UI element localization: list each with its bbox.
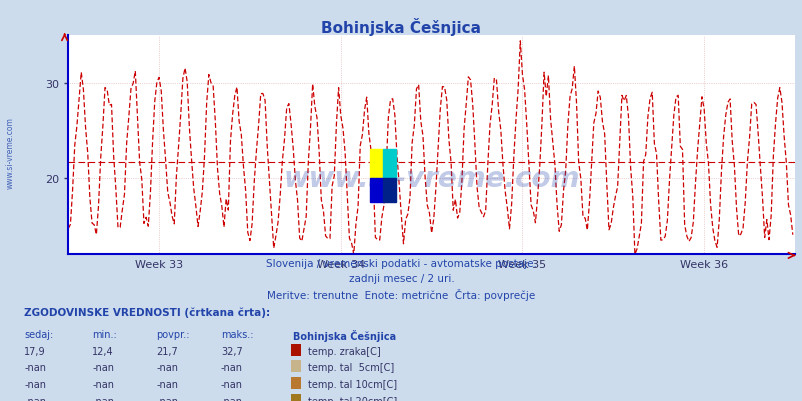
Bar (370, 150, 383, 178)
Text: -nan: -nan (24, 379, 46, 389)
Bar (383, 178, 395, 203)
Text: -nan: -nan (24, 396, 46, 401)
Bar (370, 178, 383, 203)
Text: 32,7: 32,7 (221, 346, 242, 356)
Bar (383, 150, 395, 178)
Text: -nan: -nan (221, 363, 242, 373)
Text: povpr.:: povpr.: (156, 329, 190, 339)
Text: temp. zraka[C]: temp. zraka[C] (307, 346, 380, 356)
Text: -nan: -nan (92, 396, 114, 401)
Text: 21,7: 21,7 (156, 346, 178, 356)
Text: -nan: -nan (221, 396, 242, 401)
Text: -nan: -nan (156, 363, 178, 373)
Text: Bohinjska Češnjica: Bohinjska Češnjica (321, 18, 481, 36)
Text: -nan: -nan (24, 363, 46, 373)
Text: www.si-vreme.com: www.si-vreme.com (6, 117, 15, 188)
Text: 12,4: 12,4 (92, 346, 114, 356)
Text: -nan: -nan (156, 379, 178, 389)
Text: zadnji mesec / 2 uri.: zadnji mesec / 2 uri. (348, 273, 454, 284)
Text: temp. tal  5cm[C]: temp. tal 5cm[C] (307, 363, 393, 373)
Text: ZGODOVINSKE VREDNOSTI (črtkana črta):: ZGODOVINSKE VREDNOSTI (črtkana črta): (24, 307, 270, 317)
Text: -nan: -nan (92, 363, 114, 373)
Text: sedaj:: sedaj: (24, 329, 53, 339)
Text: Bohinjska Češnjica: Bohinjska Češnjica (293, 329, 395, 341)
Text: temp. tal 10cm[C]: temp. tal 10cm[C] (307, 379, 396, 389)
Text: min.:: min.: (92, 329, 117, 339)
Text: -nan: -nan (221, 379, 242, 389)
Text: maks.:: maks.: (221, 329, 253, 339)
Text: Meritve: trenutne  Enote: metrične  Črta: povprečje: Meritve: trenutne Enote: metrične Črta: … (267, 288, 535, 300)
Text: 17,9: 17,9 (24, 346, 46, 356)
Text: -nan: -nan (156, 396, 178, 401)
Text: www.si-vreme.com: www.si-vreme.com (283, 164, 579, 192)
Text: -nan: -nan (92, 379, 114, 389)
Text: temp. tal 20cm[C]: temp. tal 20cm[C] (307, 396, 396, 401)
Text: Slovenija / vremenski podatki - avtomatske postaje.: Slovenija / vremenski podatki - avtomats… (265, 259, 537, 269)
